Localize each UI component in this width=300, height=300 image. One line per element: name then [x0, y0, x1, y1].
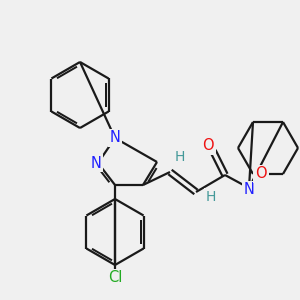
Text: Cl: Cl	[108, 271, 122, 286]
Text: H: H	[175, 150, 185, 164]
Text: N: N	[91, 155, 101, 170]
Text: H: H	[206, 190, 216, 204]
Text: O: O	[202, 139, 214, 154]
Text: N: N	[244, 182, 254, 197]
Text: N: N	[110, 130, 120, 146]
Text: O: O	[255, 167, 267, 182]
